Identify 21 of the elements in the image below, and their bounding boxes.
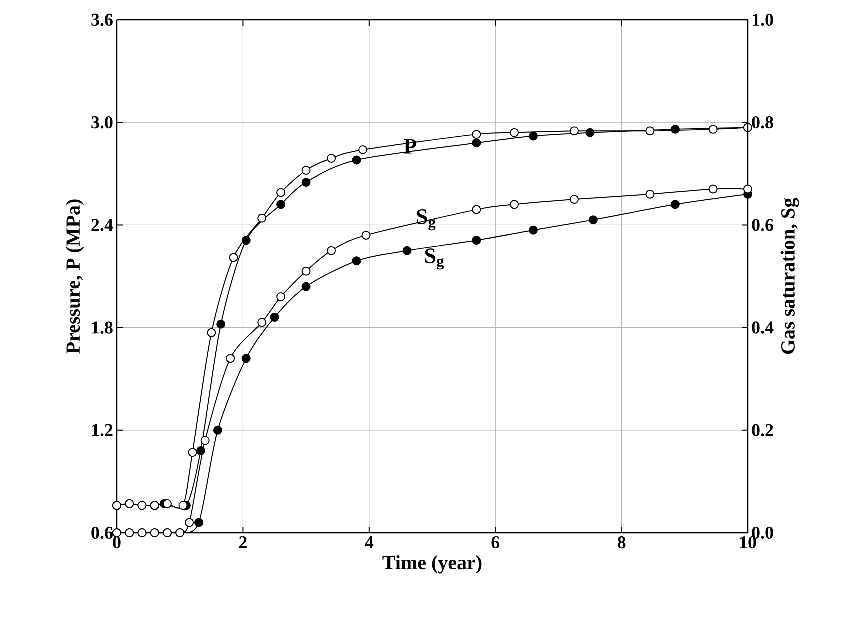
y-tick-label: 3.0 <box>92 116 113 129</box>
y2-tick-label: 0.6 <box>752 219 774 232</box>
annotation: S$_{g}$ <box>417 210 436 231</box>
y2-axis-title: Gas saturation, Sg <box>780 198 800 354</box>
annotation: S$_{g}$ <box>425 248 444 270</box>
y-tick-label: 2.4 <box>92 219 114 232</box>
x-tick-label: 2 <box>239 536 247 548</box>
y2-tick-label: 0.4 <box>752 322 774 334</box>
y-tick-label: 1.2 <box>92 424 113 436</box>
y2-tick-label: 1.0 <box>752 14 774 26</box>
y-tick-label: 0.6 <box>92 526 113 540</box>
y2-tick-label: 0.2 <box>752 424 774 437</box>
y2-tick-label: 0.8 <box>752 116 774 129</box>
x-tick-label: 8 <box>618 536 626 549</box>
y-tick-label: 3.6 <box>92 14 113 26</box>
x-axis-title: Time (year) <box>382 556 482 574</box>
x-tick-label: 0 <box>113 536 121 549</box>
y-tick-label: 1.8 <box>92 322 113 334</box>
x-tick-label: 6 <box>492 536 500 549</box>
y-axis-title: Pressure, P (MPa) <box>66 200 84 354</box>
x-tick-label: 4 <box>365 536 374 548</box>
